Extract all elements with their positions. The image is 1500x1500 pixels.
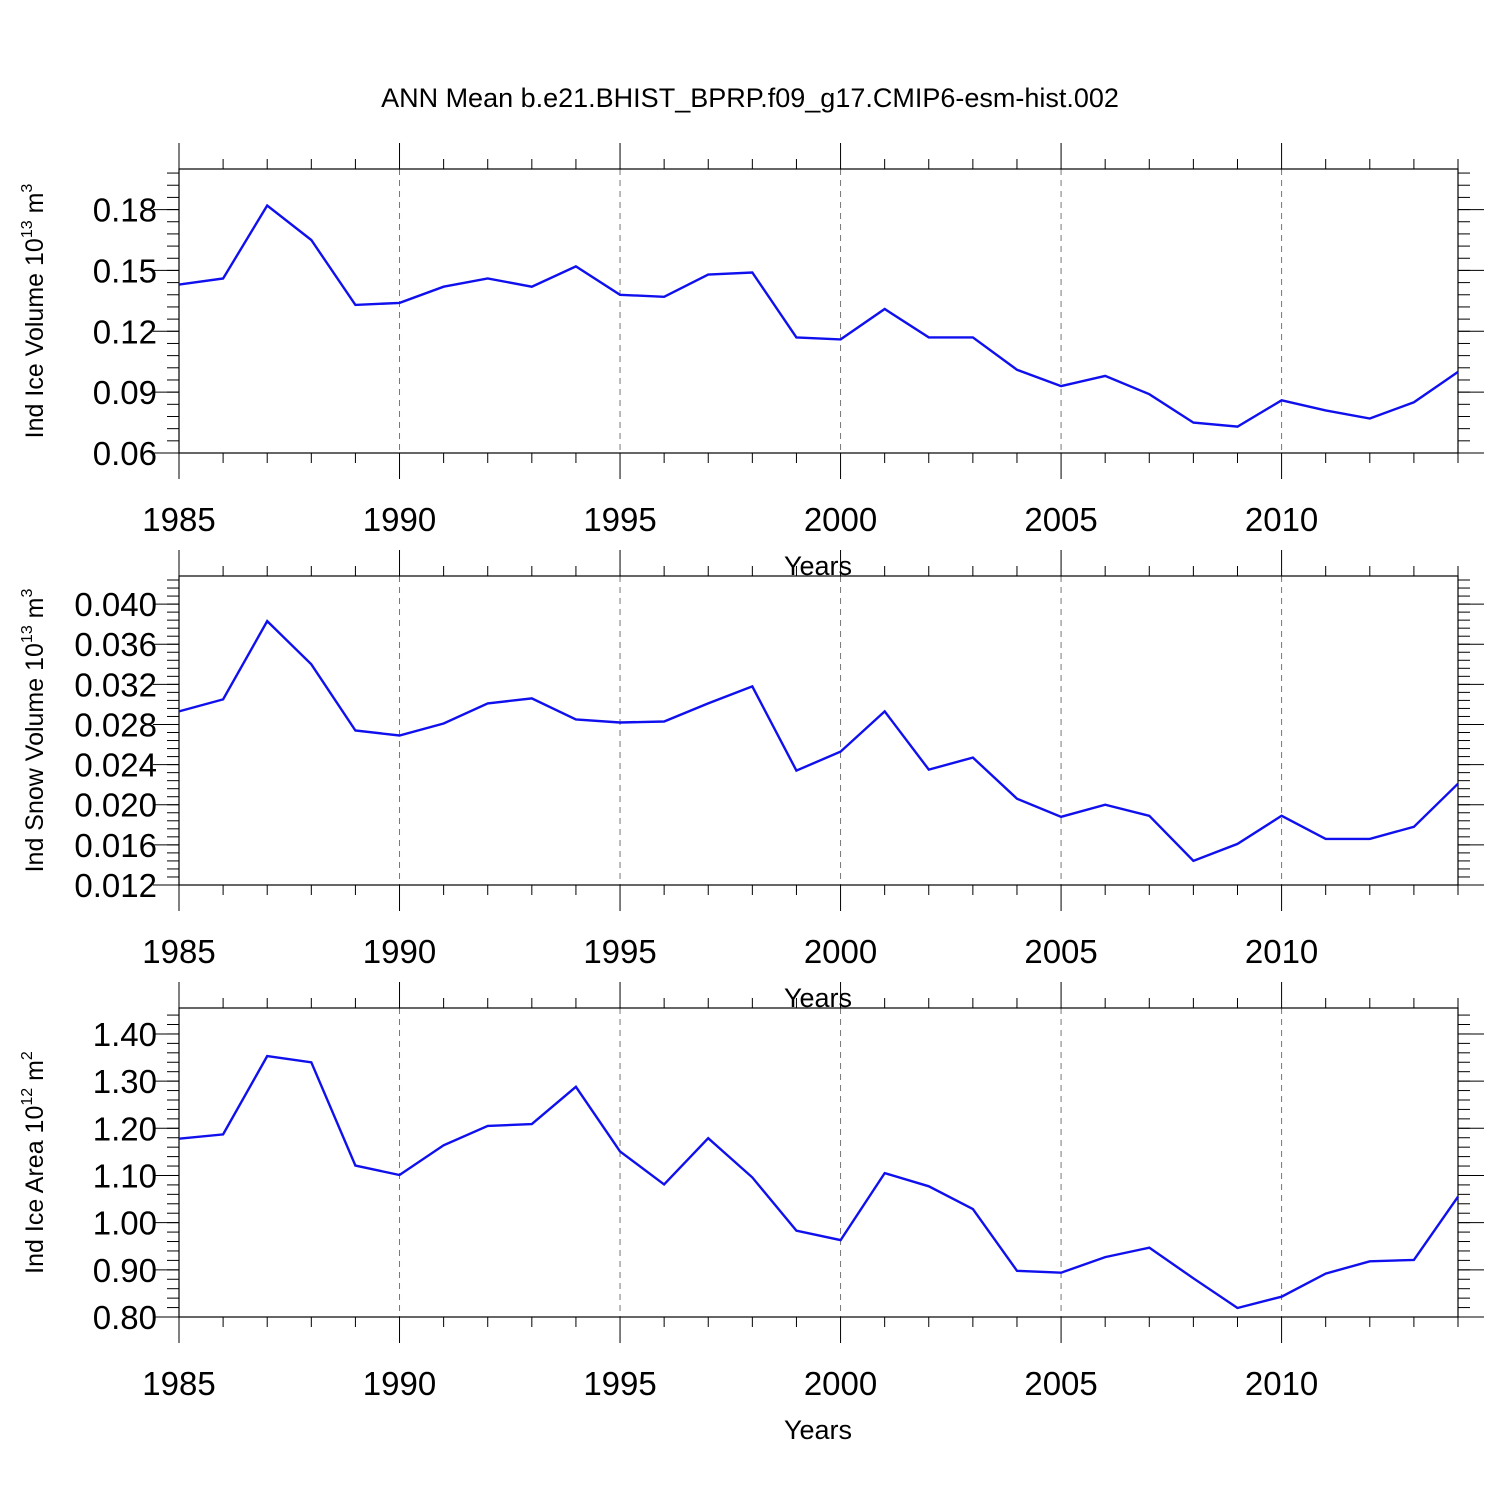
x-tick-label: 1995 [583, 933, 656, 970]
y-axis-title-exponent: 13 [19, 625, 36, 643]
y-tick-label: 0.80 [93, 1299, 157, 1336]
x-tick-label: 2005 [1024, 933, 1097, 970]
plot-frame [178, 168, 1459, 454]
plot-frame [178, 1007, 1459, 1318]
y-tick-label: 0.12 [93, 313, 157, 350]
y-tick-label: 1.00 [93, 1205, 157, 1242]
x-tick-label: 1990 [363, 1365, 436, 1402]
x-tick-label: 1985 [142, 933, 215, 970]
y-tick-label: 0.012 [74, 867, 157, 904]
y-tick-label: 0.024 [74, 747, 157, 784]
plot-title: ANN Mean b.e21.BHIST_BPRP.f09_g17.CMIP6-… [381, 83, 1119, 113]
x-tick-label: 1985 [142, 1365, 215, 1402]
x-tick-label: 2000 [804, 933, 877, 970]
y-axis-title-text: Ind Ice Area 10 [21, 1106, 49, 1274]
x-tick-label: 1985 [142, 501, 215, 538]
x-tick-label: 1990 [363, 933, 436, 970]
y-tick-label: 1.30 [93, 1063, 157, 1100]
y-axis-title-unit: m [21, 598, 49, 626]
y-tick-label: 0.028 [74, 706, 157, 743]
y-tick-label: 1.20 [93, 1110, 157, 1147]
y-tick-label: 0.040 [74, 586, 157, 623]
panels: 0.06 0.09 0.12 0.15 0.18 1985 1990 1995 2000 2005… [19, 143, 1484, 1445]
y-axis-title: Ind Ice Area 1012 m2 [19, 1051, 49, 1274]
y-tick-label: 0.036 [74, 626, 157, 663]
y-tick-label: 0.06 [93, 435, 157, 472]
x-tick-label: 1995 [583, 501, 656, 538]
y-axis-title: Ind Ice Volume 1013 m3 [19, 184, 49, 439]
y-axis-title: Ind Snow Volume 1013 m3 [19, 589, 49, 873]
y-tick-label: 0.90 [93, 1252, 157, 1289]
y-axis-title-exponent: 12 [19, 1088, 36, 1106]
x-tick-label: 2005 [1024, 1365, 1097, 1402]
x-tick-label: 2010 [1245, 1365, 1318, 1402]
y-axis-title-unit-exponent: 2 [19, 1051, 36, 1060]
y-axis-title-exponent: 13 [19, 220, 36, 238]
y-axis-title-unit: m [21, 1060, 49, 1088]
y-tick-label: 0.020 [74, 787, 157, 824]
y-tick-label: 0.18 [93, 192, 157, 229]
series-line [178, 1054, 1459, 1310]
y-tick-label: 0.09 [93, 374, 157, 411]
y-axis-title-text: Ind Snow Volume 10 [21, 643, 49, 872]
panel-3: 0.80 0.90 1.00 1.10 1.20 1.30 1.40 1985 1990 1995… [19, 982, 1484, 1445]
y-tick-label: 0.15 [93, 252, 157, 289]
x-axis-title: Years [784, 1415, 852, 1445]
x-tick-label: 2010 [1245, 933, 1318, 970]
series-line [178, 203, 1459, 428]
x-tick-label: 2000 [804, 1365, 877, 1402]
y-axis-title-unit-exponent: 3 [19, 589, 36, 598]
x-tick-label: 1995 [583, 1365, 656, 1402]
y-axis-title-unit-exponent: 3 [19, 184, 36, 193]
y-tick-label: 1.10 [93, 1157, 157, 1194]
x-tick-label: 2005 [1024, 501, 1097, 538]
y-axis-title-text: Ind Ice Volume 10 [21, 238, 49, 438]
y-tick-label: 0.032 [74, 666, 157, 703]
y-tick-label: 1.40 [93, 1016, 157, 1053]
x-tick-label: 1990 [363, 501, 436, 538]
panel-1: 0.06 0.09 0.12 0.15 0.18 1985 1990 1995 2000 2005… [19, 143, 1484, 581]
plot-frame [178, 575, 1459, 886]
y-axis-title-unit: m [21, 193, 49, 221]
y-tick-label: 0.016 [74, 827, 157, 864]
x-tick-label: 2000 [804, 501, 877, 538]
series-line [178, 619, 1459, 863]
x-tick-label: 2010 [1245, 501, 1318, 538]
